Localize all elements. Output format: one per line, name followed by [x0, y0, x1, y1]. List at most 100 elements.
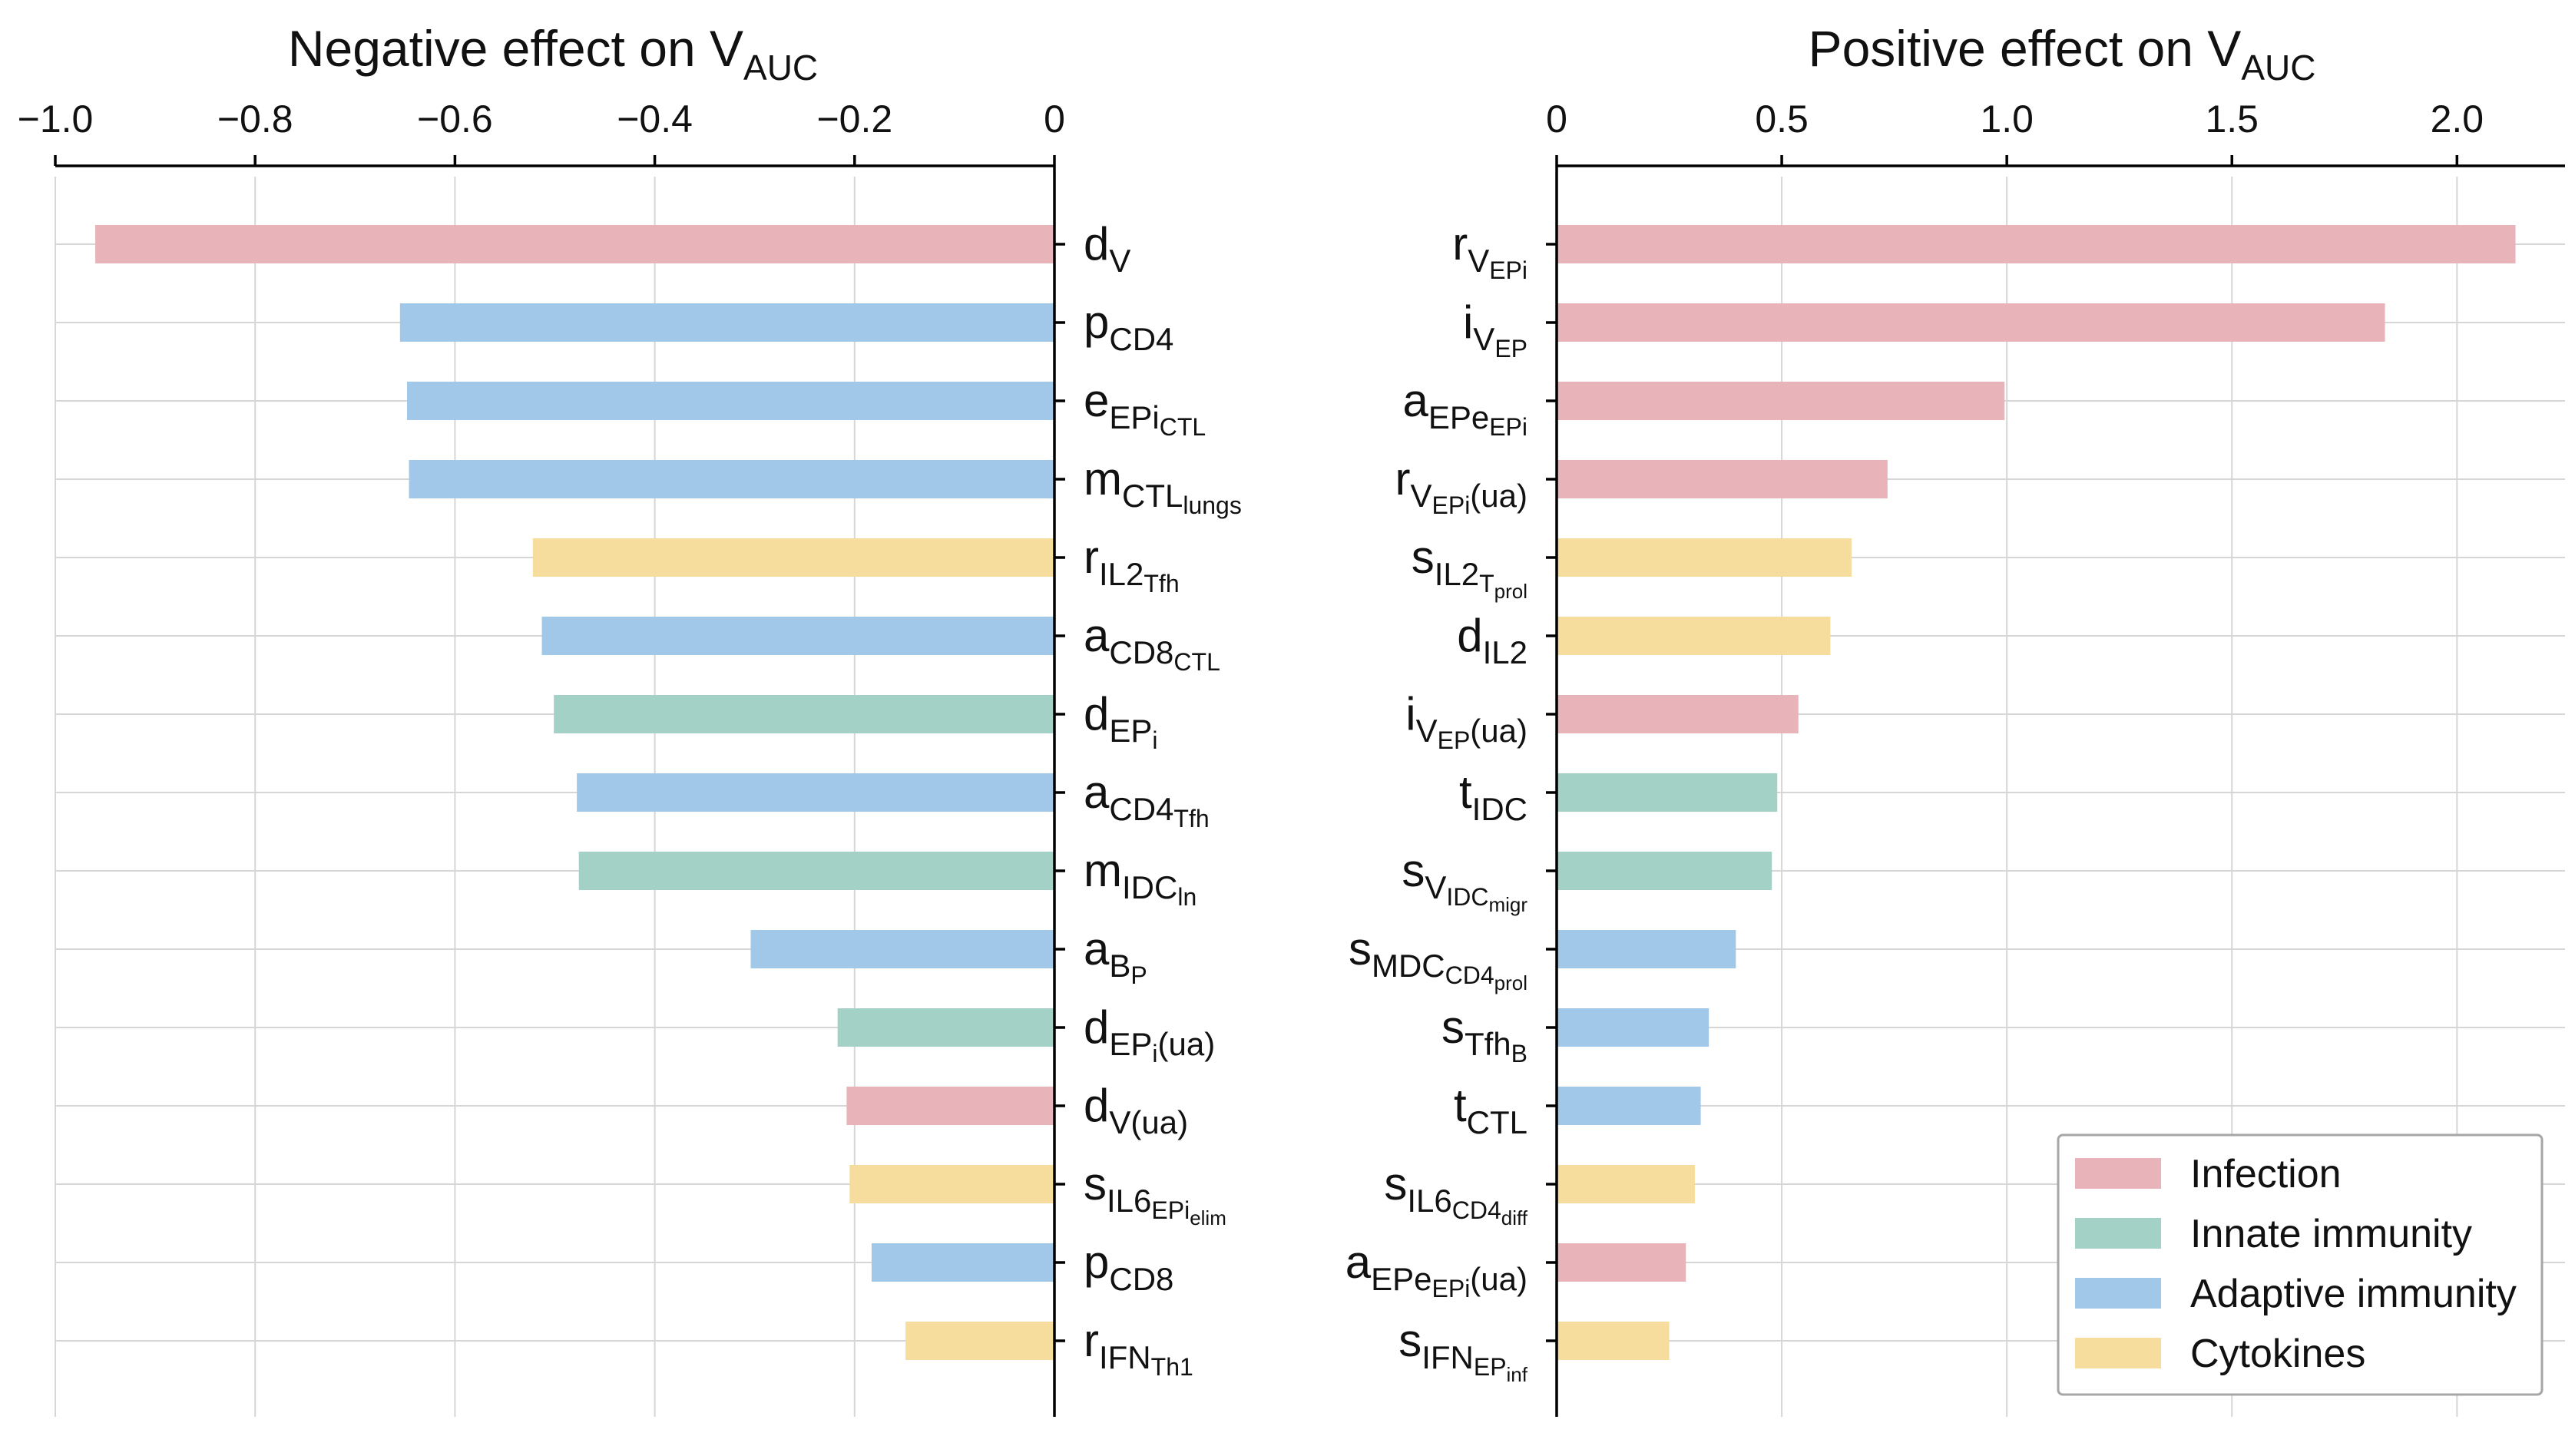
- label-subscript: EPi: [1489, 413, 1527, 441]
- label-base: s: [1402, 845, 1425, 896]
- label-base: s: [1398, 1315, 1422, 1366]
- label-base: s: [1084, 1158, 1107, 1209]
- label-base: p: [1084, 296, 1109, 348]
- bar-negative-11: [846, 1087, 1054, 1125]
- label-subscript: EP: [1438, 726, 1471, 754]
- label-subscript: IDC: [1122, 869, 1177, 905]
- label-subscript: EPe: [1371, 1261, 1431, 1297]
- legend-swatch-3: [2075, 1338, 2161, 1368]
- bar-positive-8: [1557, 852, 1772, 890]
- bar-negative-1: [399, 303, 1054, 342]
- bar-positive-9: [1557, 930, 1736, 968]
- bar-positive-11: [1557, 1087, 1701, 1125]
- label-base: s: [1384, 1158, 1407, 1209]
- param-label-negative-12: sIL6EPielim: [1084, 1158, 1226, 1229]
- label-subscript: i: [1152, 726, 1157, 754]
- bar-positive-12: [1557, 1165, 1695, 1203]
- param-label-negative-13: pCD8: [1084, 1236, 1173, 1297]
- label-subscript: EP: [1494, 335, 1527, 362]
- label-base: a: [1084, 610, 1110, 661]
- label-subscript: CD8: [1109, 1261, 1173, 1297]
- param-label-positive-3: rVEPi(ua): [1395, 453, 1528, 519]
- param-label-positive-7: tIDC: [1459, 766, 1527, 827]
- legend: Infection Innate immunity Adaptive immunit…: [2057, 1133, 2544, 1396]
- label-subscript: EPi: [1151, 1196, 1190, 1224]
- bar-negative-7: [577, 773, 1054, 812]
- label-base: d: [1457, 610, 1482, 661]
- x-tick-label: 0: [1546, 98, 1567, 141]
- label-subscript: CD4: [1452, 1196, 1501, 1224]
- label-base: d: [1084, 218, 1109, 270]
- bar-positive-6: [1557, 695, 1799, 733]
- label-subscript: V: [1468, 243, 1489, 279]
- label-subscript: elim: [1190, 1206, 1226, 1229]
- panel-title: Negative effect on VAUC: [288, 20, 818, 88]
- bar-negative-10: [837, 1008, 1054, 1047]
- param-label-negative-5: aCD8CTL: [1084, 610, 1220, 676]
- label-subscript: V: [1416, 713, 1438, 749]
- param-label-negative-14: rIFNTh1: [1084, 1315, 1193, 1381]
- bar-positive-7: [1557, 773, 1778, 812]
- label-subscript: CTL: [1122, 478, 1183, 514]
- param-label-negative-8: mIDCln: [1084, 845, 1196, 911]
- label-base: r: [1084, 531, 1099, 583]
- panel-title-subscript: AUC: [2241, 48, 2315, 88]
- param-label-negative-3: mCTLlungs: [1084, 453, 1242, 519]
- bar-positive-13: [1557, 1243, 1686, 1282]
- x-tick-label: 1.0: [1980, 98, 2034, 141]
- label-subscript: ln: [1177, 883, 1196, 911]
- bar-negative-2: [406, 382, 1054, 420]
- label-subscript: EPi: [1489, 256, 1527, 284]
- x-tick-label: −1.0: [18, 98, 94, 141]
- label-subscript: IDC: [1472, 791, 1527, 827]
- label-subscript-suffix: (ua): [1470, 1261, 1527, 1297]
- param-label-positive-2: aEPeEPi: [1402, 375, 1527, 441]
- label-base: r: [1395, 453, 1411, 505]
- bar-negative-0: [95, 225, 1054, 263]
- bar-positive-5: [1557, 617, 1831, 655]
- panel-title-main: Positive effect on V: [1809, 20, 2242, 77]
- param-label-positive-14: sIFNEPinf: [1398, 1315, 1528, 1386]
- x-tick-label: 1.5: [2205, 98, 2259, 141]
- param-label-negative-1: pCD4: [1084, 296, 1173, 357]
- label-base: m: [1084, 845, 1122, 896]
- bar-positive-2: [1557, 382, 2005, 420]
- bar-negative-6: [554, 695, 1054, 733]
- label-subscript: V: [1410, 478, 1431, 514]
- param-label-positive-13: aEPeEPi(ua): [1345, 1236, 1527, 1302]
- label-subscript: EPi: [1432, 1275, 1471, 1302]
- legend-label-2: Adaptive immunity: [2190, 1272, 2517, 1316]
- label-subscript: V: [1425, 869, 1446, 905]
- param-label-positive-0: rVEPi: [1452, 218, 1527, 284]
- param-label-negative-9: aBP: [1084, 923, 1147, 989]
- label-subscript-suffix: (ua): [1158, 1026, 1216, 1062]
- x-tick-label: −0.8: [217, 98, 293, 141]
- label-subscript: diff: [1501, 1206, 1528, 1229]
- label-subscript: MDC: [1372, 948, 1445, 984]
- label-base: t: [1454, 1080, 1467, 1131]
- label-base: a: [1345, 1236, 1372, 1288]
- label-subscript: CD4: [1445, 961, 1494, 989]
- label-subscript: IL2: [1099, 556, 1144, 592]
- param-label-positive-6: iVEP(ua): [1405, 688, 1527, 754]
- legend-swatch-0: [2075, 1158, 2161, 1189]
- label-subscript: CD4: [1109, 321, 1173, 357]
- label-subscript: lungs: [1183, 491, 1242, 519]
- label-base: a: [1084, 923, 1110, 975]
- param-label-negative-7: aCD4Tfh: [1084, 766, 1210, 832]
- label-subscript: Tfh: [1465, 1026, 1511, 1062]
- bar-negative-9: [750, 930, 1054, 968]
- param-label-positive-12: sIL6CD4diff: [1384, 1158, 1527, 1229]
- label-subscript: prol: [1494, 971, 1527, 994]
- param-label-positive-5: dIL2: [1457, 610, 1527, 670]
- label-subscript: CD8: [1109, 634, 1173, 670]
- param-label-negative-0: dV: [1084, 218, 1130, 279]
- negative-effect-panel: −1.0 −0.8 −0.6 −0.4 −0.2 0 Negative effect on …: [18, 20, 1242, 1417]
- param-label-positive-8: sVIDCmigr: [1402, 845, 1527, 916]
- label-subscript: EP: [1109, 713, 1152, 749]
- label-base: a: [1084, 766, 1110, 818]
- param-label-positive-1: iVEP: [1463, 296, 1527, 362]
- bar-negative-13: [871, 1243, 1054, 1282]
- param-label-negative-4: rIL2Tfh: [1084, 531, 1180, 597]
